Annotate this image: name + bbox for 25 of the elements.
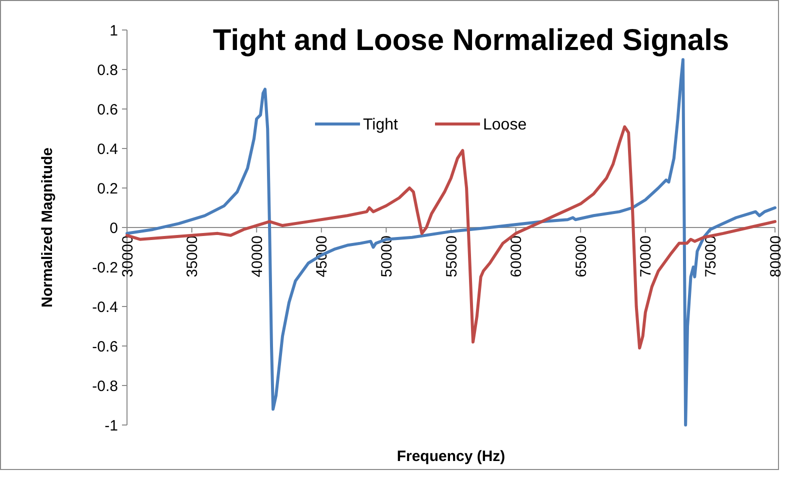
y-axis-title: Normalized Magnitude (39, 147, 56, 308)
chart-title: Tight and Loose Normalized Signals (212, 24, 730, 57)
y-tick-label: -0.6 (92, 338, 118, 356)
x-tick-label: 50000 (378, 236, 396, 278)
x-tick-label: 55000 (443, 236, 460, 278)
x-tick-label: 70000 (638, 236, 655, 278)
x-tick-label: 35000 (184, 236, 202, 278)
y-tick-label: -1 (104, 417, 118, 434)
y-tick-label: 0.2 (97, 180, 118, 198)
x-tick-label: 80000 (767, 236, 784, 278)
x-tick-label: 65000 (572, 236, 590, 278)
y-tick-label: 1 (110, 22, 118, 40)
x-axis-title: Frequency (Hz) (396, 448, 506, 465)
x-tick-label: 60000 (508, 236, 526, 278)
legend-label: Tight (363, 116, 399, 134)
y-tick-label: 0.4 (97, 140, 118, 158)
x-tick-label: 30000 (119, 236, 136, 278)
y-tick-label: 0.8 (97, 62, 118, 79)
x-tick-label: 40000 (248, 236, 266, 278)
y-tick-label: 0.6 (97, 101, 118, 118)
y-tick-label: -0.4 (92, 298, 118, 316)
y-tick-label: -0.8 (92, 378, 118, 395)
y-tick-label: -0.2 (92, 259, 118, 276)
legend-label: Loose (483, 116, 527, 134)
y-tick-label: 0 (110, 220, 118, 237)
